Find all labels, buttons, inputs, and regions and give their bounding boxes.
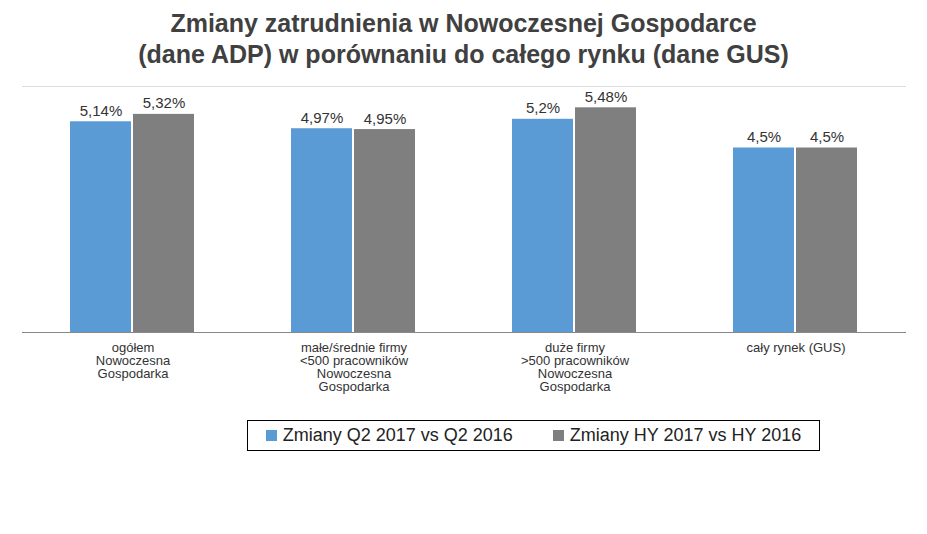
html-text:Zmiany Q2 2017 vs Q2 2016: Zmiany Q2 2017 vs Q2 2016 (282, 425, 513, 445)
svg-text:ogółemNowoczesnaGospodarka: ogółemNowoczesnaGospodarka (96, 340, 171, 381)
svg-text:5,32%: 5,32% (143, 94, 186, 111)
svg-text:duże firmy>500 pracownikówNowo: duże firmy>500 pracownikówNowoczesnaGosp… (521, 340, 630, 394)
svg-text:cały rynek (GUS): cały rynek (GUS) (747, 340, 846, 355)
svg-text:5,48%: 5,48% (585, 88, 628, 105)
svg-text:małe/średnie firmy<500 pracown: małe/średnie firmy<500 pracownikówNowocz… (300, 340, 409, 394)
html-text:Zmiany HY 2017 vs HY 2016: Zmiany HY 2017 vs HY 2016 (569, 425, 802, 445)
svg-text:5,14%: 5,14% (80, 102, 123, 119)
svg-text:4,97%: 4,97% (301, 109, 344, 126)
svg-text:4,95%: 4,95% (364, 110, 407, 127)
svg-text:5,2%: 5,2% (526, 99, 560, 116)
html-text:Zmiany zatrudnienia w Nowoczes: Zmiany zatrudnienia w Nowoczesnej Gospod… (138, 9, 789, 68)
svg-text:4,5%: 4,5% (810, 128, 844, 145)
svg-text:4,5%: 4,5% (747, 128, 781, 145)
